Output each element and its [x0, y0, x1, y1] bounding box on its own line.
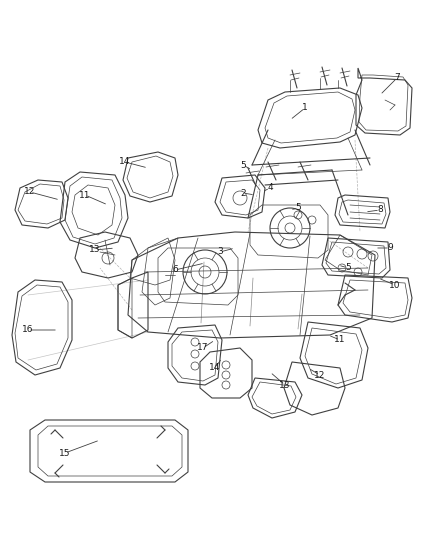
Text: 16: 16: [22, 326, 34, 335]
Text: 9: 9: [387, 244, 393, 253]
Text: 6: 6: [172, 265, 178, 274]
Text: 13: 13: [89, 246, 101, 254]
Text: 11: 11: [334, 335, 346, 344]
Text: 5: 5: [345, 263, 351, 272]
Text: 14: 14: [119, 157, 131, 166]
Text: 17: 17: [197, 343, 209, 352]
Text: 12: 12: [314, 370, 326, 379]
Text: 11: 11: [79, 190, 91, 199]
Text: 1: 1: [302, 103, 308, 112]
Text: 10: 10: [389, 280, 401, 289]
Text: 12: 12: [25, 188, 35, 197]
Text: 4: 4: [267, 183, 273, 192]
Text: 8: 8: [377, 206, 383, 214]
Text: 2: 2: [240, 189, 246, 198]
Text: 13: 13: [279, 381, 291, 390]
Text: 3: 3: [217, 247, 223, 256]
Text: 14: 14: [209, 364, 221, 373]
Text: 5: 5: [240, 160, 246, 169]
Text: 5: 5: [295, 204, 301, 213]
Text: 15: 15: [59, 448, 71, 457]
Text: 7: 7: [394, 74, 400, 83]
